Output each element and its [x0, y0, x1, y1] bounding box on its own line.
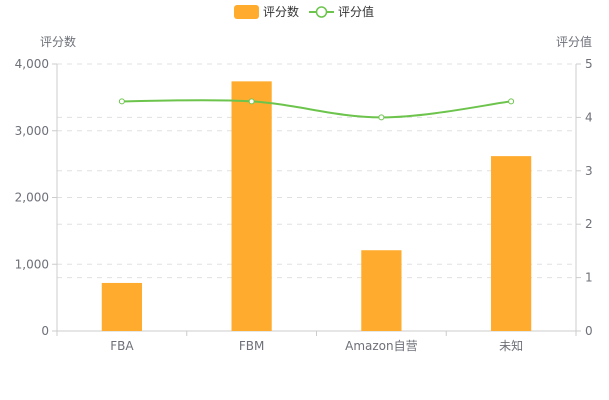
left-tick-label: 1,000 [15, 257, 49, 271]
bar-FBM[interactable] [231, 81, 272, 331]
x-category-label: Amazon自营 [345, 339, 418, 353]
line-point-未知[interactable] [508, 98, 515, 105]
bar-series-layer [101, 81, 532, 331]
line-point-FBM[interactable] [248, 98, 255, 105]
right-tick-label: 4 [585, 110, 593, 124]
grid-layer [57, 63, 576, 279]
legend-bar-swatch[interactable] [234, 5, 259, 19]
right-tick-label: 3 [585, 164, 593, 178]
bar-未知[interactable] [491, 156, 532, 331]
right-tick-label: 0 [585, 324, 593, 338]
right-tick-label: 2 [585, 217, 593, 231]
line-point-FBA[interactable] [118, 98, 125, 105]
left-axis-name: 评分数 [40, 34, 76, 49]
right-tick-label: 5 [585, 57, 593, 71]
left-tick-label: 0 [41, 324, 49, 338]
legend: 评分数 评分值 [234, 4, 374, 19]
left-tick-label: 3,000 [15, 124, 49, 138]
right-axis-name: 评分值 [556, 34, 592, 49]
left-tick-label: 2,000 [15, 191, 49, 205]
x-category-label: FBA [110, 339, 134, 353]
right-tick-label: 1 [585, 271, 593, 285]
bar-FBA[interactable] [101, 282, 142, 331]
legend-bar-label[interactable]: 评分数 [263, 4, 299, 19]
left-tick-label: 4,000 [15, 57, 49, 71]
line-point-Amazon自营[interactable] [378, 114, 385, 121]
axis-layer: 0 1,000 2,000 3,000 4,000 0 1 2 3 4 5 FBA FBM Amazon自… [15, 57, 593, 353]
legend-line-marker [315, 6, 328, 18]
bar-Amazon自营[interactable] [361, 250, 402, 331]
x-category-label: 未知 [499, 339, 523, 353]
legend-line-label[interactable]: 评分值 [338, 4, 374, 19]
rating-value-line [121, 99, 512, 119]
x-category-label: FBM [239, 339, 265, 353]
line-series-layer [118, 98, 515, 121]
